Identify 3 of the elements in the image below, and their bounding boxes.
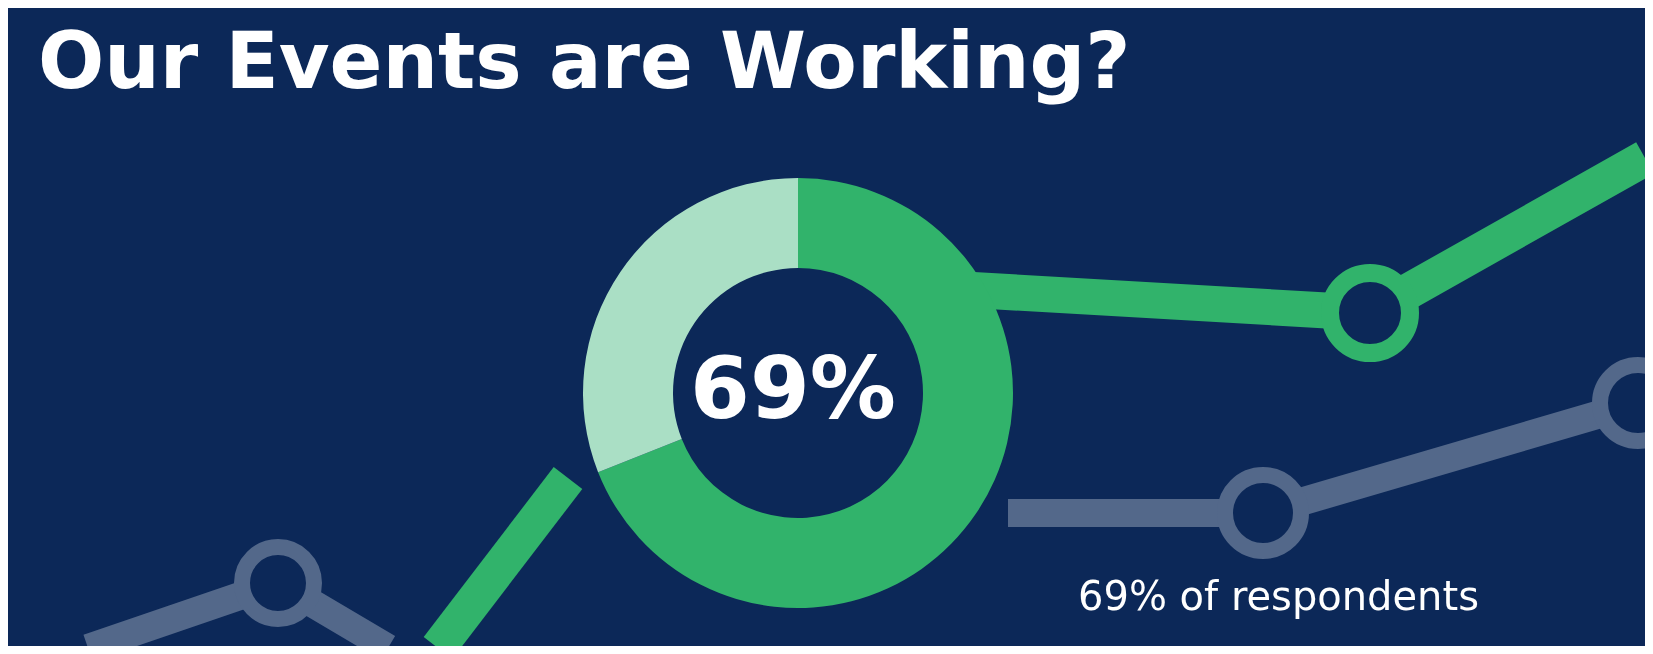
chart-title: Our Events are Working? [38,16,1131,106]
text: 69% of respondents [1078,573,1479,619]
text: 69% [689,337,897,440]
